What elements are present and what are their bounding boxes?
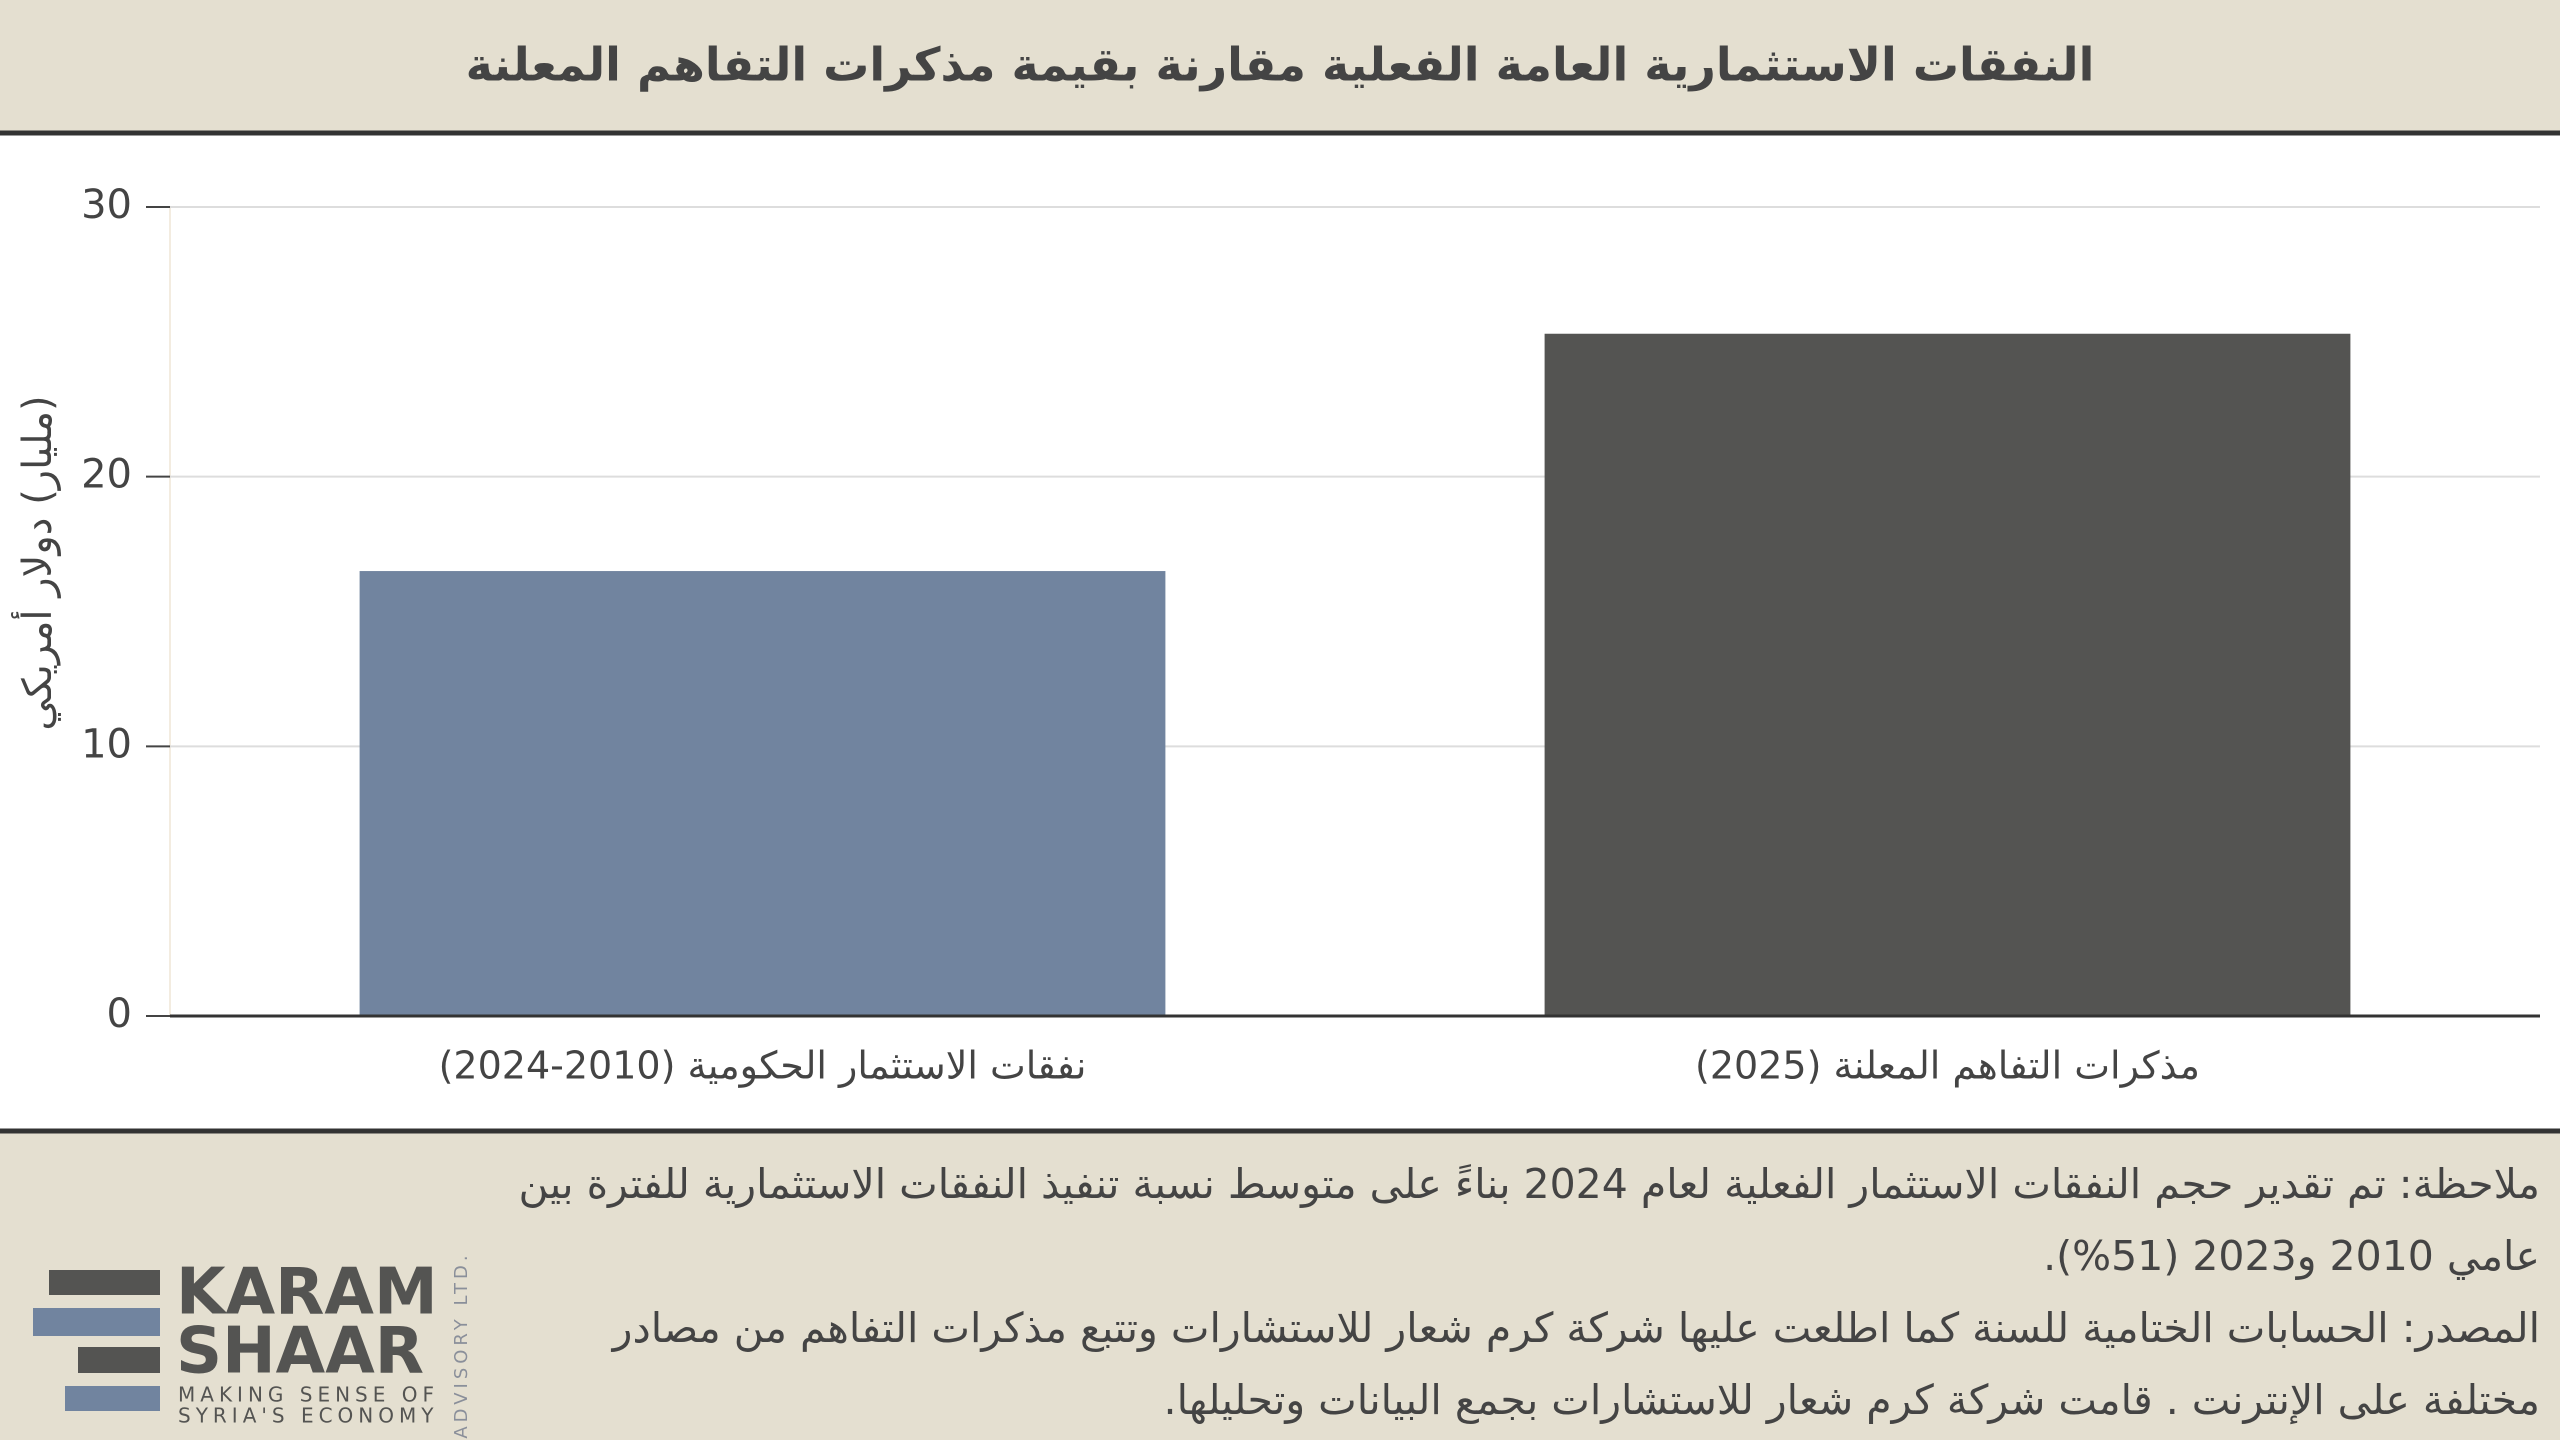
logo-side: ADVISORY LTD.: [451, 1251, 472, 1438]
header-bg: [0, 0, 2560, 131]
footer: ملاحظة: تم تقدير حجم النفقات الاستثمار ا…: [490, 1148, 2540, 1436]
logo-text: KARAM: [176, 1256, 438, 1330]
logo-tagline: SYRIA'S ECONOMY: [178, 1404, 438, 1428]
logo-bar: [33, 1308, 160, 1336]
logo-text: SHAAR: [176, 1315, 424, 1389]
y-tick-label: 10: [81, 721, 132, 767]
bar: [359, 571, 1166, 1016]
x-tick-label: نفقات الاستثمار الحكومية (2010-2024): [439, 1044, 1087, 1089]
chart-title: النفقات الاستثمارية العامة الفعلية مقارن…: [466, 38, 2095, 92]
logo: KARAM SHAAR MAKING SENSE OF SYRIA'S ECON…: [33, 1251, 472, 1439]
footer-bg: [0, 1131, 2560, 1440]
y-tick-label: 0: [107, 991, 132, 1037]
bar: [1544, 333, 2351, 1016]
note: ملاحظة: تم تقدير حجم النفقات الاستثمار ا…: [518, 1160, 2540, 1280]
logo-bar: [49, 1270, 160, 1295]
y-axis-label: (مليار) دولار أمريكي: [11, 395, 61, 730]
source: المصدر: الحسابات الختامية للسنة كما اطلع…: [612, 1304, 2540, 1424]
y-tick-label: 20: [81, 452, 132, 498]
y-tick-label: 30: [81, 182, 132, 228]
logo-tagline: MAKING SENSE OF: [178, 1383, 439, 1407]
x-tick-label: مذكرات التفاهم المعلنة (2025): [1695, 1044, 2200, 1089]
logo-bar: [78, 1347, 160, 1373]
logo-bar: [65, 1386, 160, 1411]
